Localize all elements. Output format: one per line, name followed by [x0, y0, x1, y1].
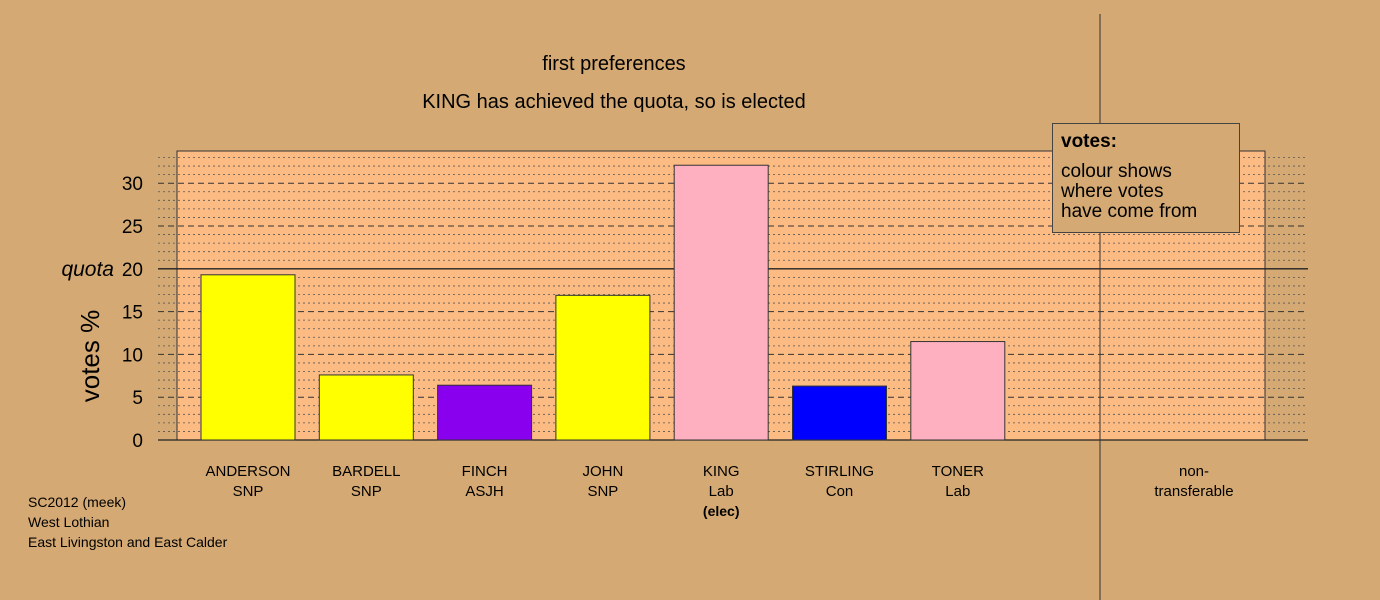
candidate-party-label: SNP — [233, 483, 264, 500]
bar-john — [555, 294, 651, 441]
bar-anderson — [200, 274, 296, 441]
candidate-name-label: STIRLING — [805, 463, 874, 480]
y-axis-label: votes % — [75, 310, 105, 403]
quota-label: quota — [61, 258, 114, 281]
candidate-name-label: ANDERSON — [205, 463, 290, 480]
candidate-name-label: FINCH — [462, 463, 508, 480]
candidate-name-label: TONER — [932, 463, 984, 480]
y-tick-label: 5 — [132, 388, 143, 409]
y-tick-label: 0 — [132, 431, 143, 452]
footer-council: West Lothian — [28, 514, 110, 530]
bar-king — [673, 164, 769, 441]
legend-box: votes: colour shows where votes have com… — [1052, 123, 1240, 233]
candidate-name-label: KING — [703, 463, 740, 480]
bar-toner — [910, 341, 1006, 441]
candidate-party-label: Lab — [709, 483, 734, 500]
bar-bardell — [318, 374, 414, 441]
candidate-name-label: BARDELL — [332, 463, 400, 480]
y-tick-label: 10 — [122, 345, 143, 366]
candidate-name-label: JOHN — [582, 463, 623, 480]
candidate-party-label: Con — [826, 483, 854, 500]
candidate-party-label: SNP — [351, 483, 382, 500]
legend-line-1: colour shows — [1061, 161, 1172, 182]
legend-title: votes: — [1061, 131, 1117, 152]
nontransferable-label-1: non- — [1179, 463, 1209, 480]
footer-ward: East Livingston and East Calder — [28, 534, 228, 550]
y-tick-label: 20 — [122, 260, 143, 281]
elected-note: (elec) — [703, 503, 740, 519]
candidate-party-label: ASJH — [465, 483, 503, 500]
bar-finch — [437, 384, 533, 441]
y-tick-label: 30 — [122, 174, 143, 195]
legend-line-2: where votes — [1061, 181, 1164, 202]
chart-title: first preferences — [542, 53, 686, 75]
candidate-party-label: Lab — [945, 483, 970, 500]
y-tick-label: 25 — [122, 217, 143, 238]
legend-line-3: have come from — [1061, 201, 1198, 222]
nontransferable-label-2: transferable — [1154, 483, 1233, 500]
bar-stirling — [792, 385, 887, 441]
y-tick-label: 15 — [122, 303, 143, 324]
candidate-party-label: SNP — [587, 483, 618, 500]
chart-subtitle: KING has achieved the quota, so is elect… — [422, 91, 806, 113]
footer-method: SC2012 (meek) — [28, 494, 127, 510]
